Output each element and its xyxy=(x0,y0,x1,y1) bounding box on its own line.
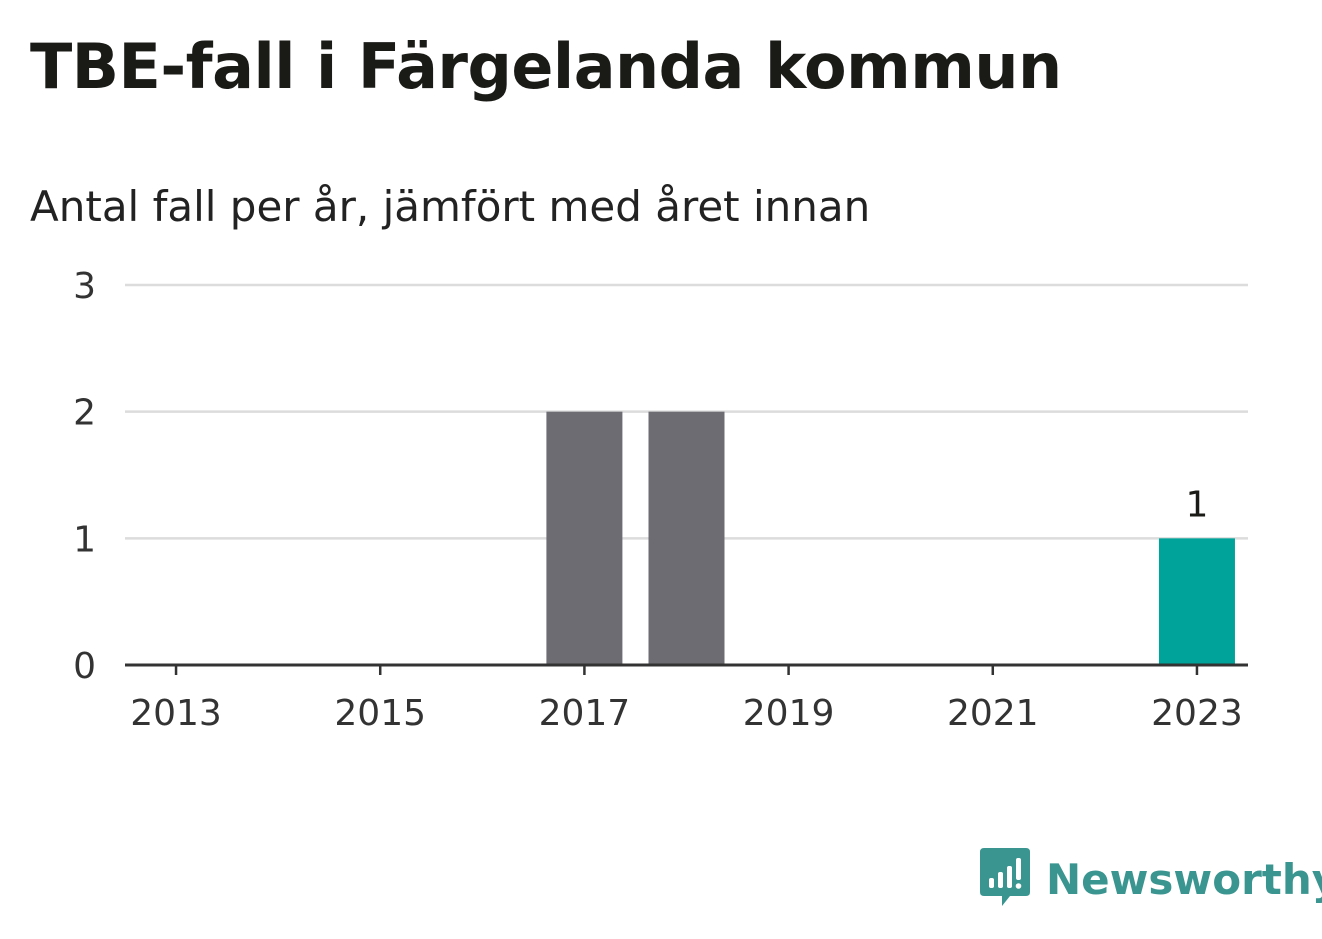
chart-subtitle: Antal fall per år, jämfört med året inna… xyxy=(30,182,871,231)
x-tick-label: 2017 xyxy=(539,693,631,734)
y-tick-label: 1 xyxy=(73,519,96,560)
y-tick-label: 3 xyxy=(73,266,96,307)
y-tick-label: 0 xyxy=(73,646,96,687)
bar-2023 xyxy=(1158,538,1235,665)
bar-2018 xyxy=(648,411,725,665)
chart-title: TBE-fall i Färgelanda kommun xyxy=(30,30,1062,103)
bar-2017 xyxy=(546,411,623,665)
newsworthy-logo-icon xyxy=(980,848,1030,906)
brand-name: Newsworthy xyxy=(1046,854,1322,904)
x-tick-label: 2021 xyxy=(947,693,1039,734)
x-tick-label: 2019 xyxy=(743,693,835,734)
data-label: 1 xyxy=(1186,484,1209,525)
x-tick-label: 2023 xyxy=(1151,693,1243,734)
x-tick-label: 2013 xyxy=(130,693,222,734)
x-tick-label: 2015 xyxy=(334,693,426,734)
newsworthy-brand: Newsworthy xyxy=(980,848,1322,910)
y-tick-label: 2 xyxy=(73,393,96,434)
